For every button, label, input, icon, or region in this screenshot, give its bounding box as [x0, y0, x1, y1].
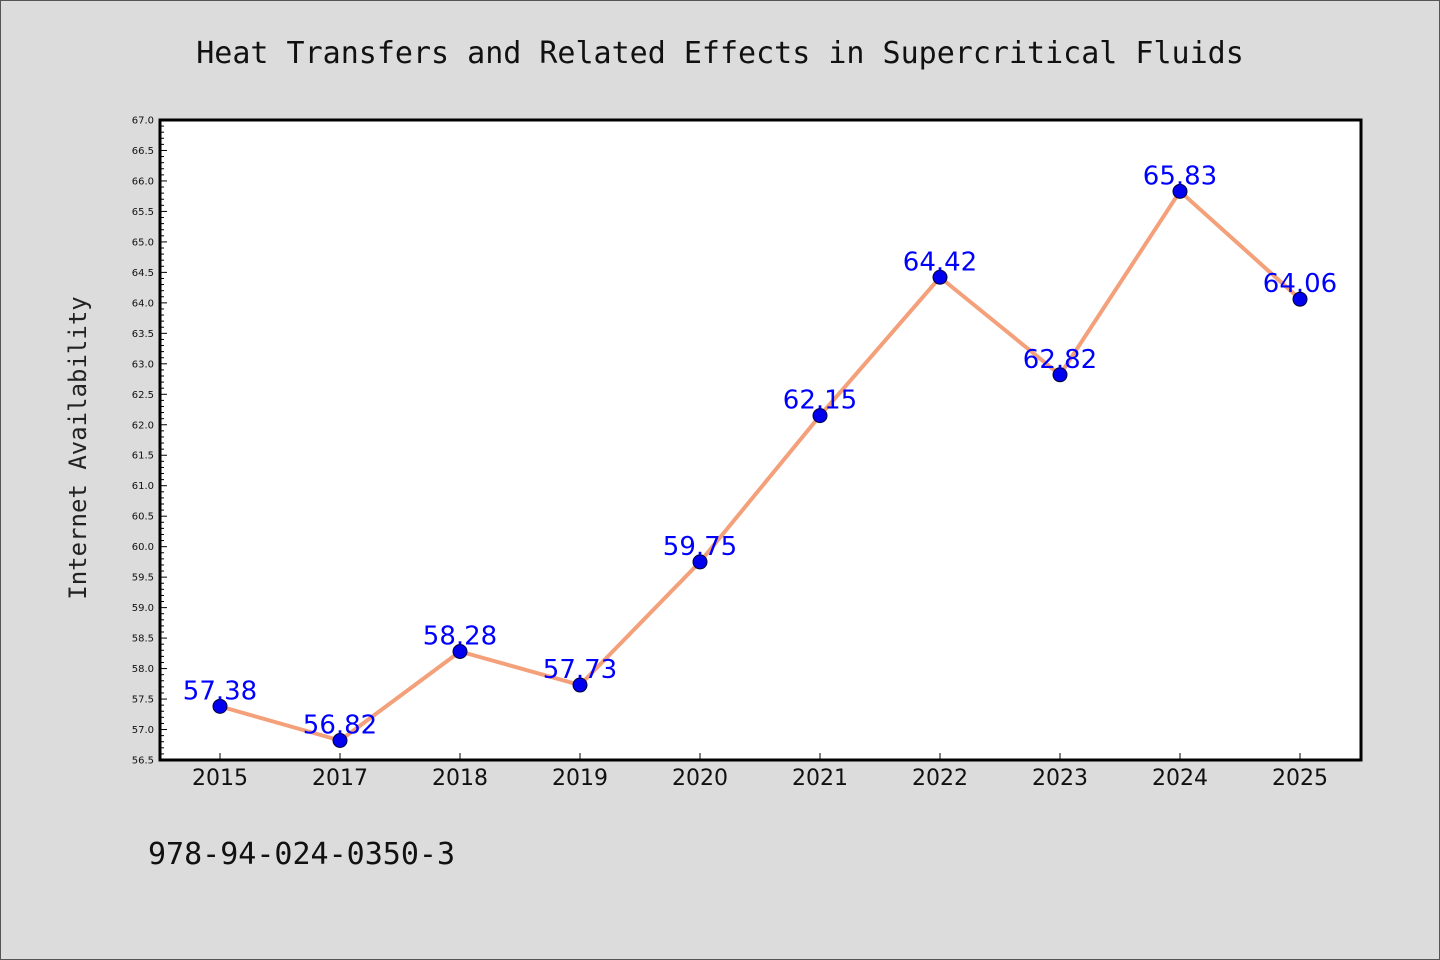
plot-border — [158, 118, 1363, 762]
data-label: 65.83 — [1143, 161, 1217, 191]
y-tick-label: 63.5 — [132, 329, 154, 340]
y-axis-label: Internet Availability — [64, 296, 92, 599]
data-point — [1292, 291, 1308, 307]
data-label: 57.73 — [543, 655, 617, 685]
y-tick-label: 66.0 — [132, 176, 154, 187]
data-label: 57.38 — [183, 676, 257, 706]
data-point — [572, 677, 588, 693]
x-tick-label: 2023 — [1032, 766, 1088, 791]
y-tick-label: 64.5 — [132, 268, 154, 279]
y-tick-label: 61.5 — [132, 451, 154, 462]
x-tick-label: 2019 — [552, 766, 608, 791]
x-tick-label: 2020 — [672, 766, 728, 791]
y-tick-label: 65.0 — [132, 237, 154, 248]
data-label: 56.82 — [303, 710, 377, 740]
x-tick-label: 2025 — [1272, 766, 1328, 791]
data-labels: 57.38 56.82 58.28 57.73 59.75 62.15 64.42 62.82… — [183, 161, 1337, 740]
y-tick-label: 66.5 — [132, 146, 154, 157]
data-point — [212, 698, 228, 714]
series-line — [218, 189, 1302, 743]
data-point — [932, 269, 948, 285]
y-tick-label: 61.0 — [132, 481, 154, 492]
x-tick-label: 2022 — [912, 766, 968, 791]
data-label: 59.75 — [663, 532, 737, 562]
y-tick-label: 65.5 — [132, 207, 154, 218]
y-tick-label: 64.0 — [132, 298, 154, 309]
x-tick-label: 2021 — [792, 766, 848, 791]
data-point — [692, 554, 708, 570]
y-tick-label: 63.0 — [132, 359, 154, 370]
y-tick-label: 60.5 — [132, 512, 154, 523]
x-tick-label: 2018 — [432, 766, 488, 791]
data-label: 62.82 — [1023, 345, 1097, 375]
y-tick-label: 62.0 — [132, 420, 154, 431]
series-layer — [212, 183, 1308, 748]
x-tick-label: 2024 — [1152, 766, 1208, 791]
data-label: 58.28 — [423, 622, 497, 652]
isbn-footer: 978-94-024-0350-3 — [148, 837, 455, 872]
y-tick-label: 60.0 — [132, 542, 154, 553]
y-tick-label: 58.5 — [132, 634, 154, 645]
y-tick-label: 57.5 — [132, 695, 154, 706]
data-label: 62.15 — [783, 386, 857, 416]
x-tick-label: 2015 — [192, 766, 248, 791]
y-tick-label: 59.0 — [132, 603, 154, 614]
y-tick-label: 62.5 — [132, 390, 154, 401]
y-tick-label: 56.5 — [132, 756, 154, 767]
y-tick-label: 67.0 — [132, 116, 154, 127]
data-label: 64.42 — [903, 247, 977, 277]
data-point — [332, 732, 348, 748]
data-point — [812, 408, 828, 424]
y-tick-label: 58.0 — [132, 664, 154, 675]
data-point — [452, 644, 468, 660]
x-tick-label: 2017 — [312, 766, 368, 791]
data-point — [1172, 183, 1188, 199]
data-label: 64.06 — [1263, 269, 1337, 299]
data-point — [1052, 367, 1068, 383]
y-tick-label: 59.5 — [132, 573, 154, 584]
plot-area — [160, 120, 1361, 760]
chart-title: Heat Transfers and Related Effects in Su… — [196, 36, 1244, 71]
y-tick-label: 57.0 — [132, 725, 154, 736]
